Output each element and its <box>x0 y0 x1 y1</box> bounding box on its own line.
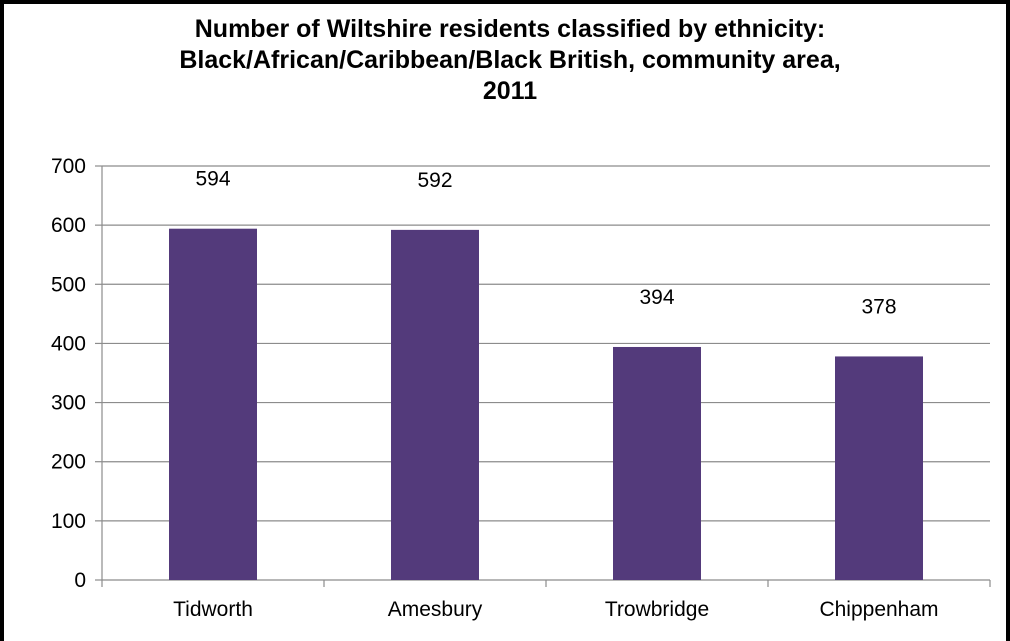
chart-title-line-1: Number of Wiltshire residents classified… <box>194 15 826 43</box>
frame-right-border <box>1006 0 1010 641</box>
frame-top-border <box>0 0 1010 4</box>
chart-title-line-2: Black/African/Caribbean/Black British, c… <box>179 46 841 74</box>
y-tick-label: 0 <box>74 569 86 592</box>
x-category-label: Trowbridge <box>605 598 709 621</box>
x-category-label: Chippenham <box>819 598 938 621</box>
x-category-label: Tidworth <box>173 598 253 621</box>
y-tick-label: 600 <box>51 214 86 237</box>
y-tick-label: 500 <box>51 273 86 296</box>
y-tick-label: 400 <box>51 332 86 355</box>
bars <box>169 228 923 581</box>
data-label: 394 <box>639 286 674 309</box>
y-tick-label: 700 <box>51 155 86 178</box>
data-label: 378 <box>861 295 896 318</box>
chart-title-line-3: 2011 <box>482 77 538 105</box>
x-category-label: Amesbury <box>388 598 483 621</box>
y-tick-label: 300 <box>51 392 86 415</box>
y-tick-label: 200 <box>51 451 86 474</box>
bar-amesbury <box>391 229 479 581</box>
bar-tidworth <box>169 228 257 581</box>
chart-title: Number of Wiltshire residents classified… <box>60 14 960 107</box>
frame-left-border <box>0 0 4 641</box>
data-label: 592 <box>417 169 452 192</box>
labels: 0 100 200 300 400 500 600 700 594 Tidworth 592 Ames… <box>51 155 939 621</box>
bar-chippenham <box>835 356 923 580</box>
y-tick-label: 100 <box>51 510 86 533</box>
data-label: 594 <box>195 168 230 191</box>
bar-trowbridge <box>613 346 701 580</box>
